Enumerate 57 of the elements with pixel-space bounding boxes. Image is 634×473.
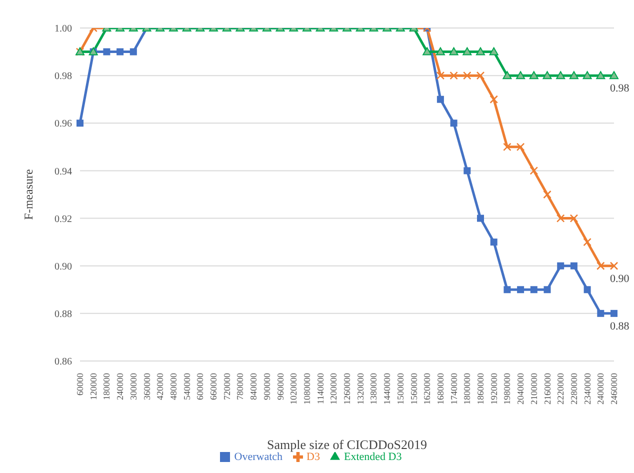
x-tick-label: 660000 xyxy=(208,372,218,400)
x-tick-label: 1020000 xyxy=(288,372,299,404)
x-tick-label: 2400000 xyxy=(596,372,606,404)
x-tick-label: 180000 xyxy=(102,372,112,400)
x-tick-label: 900000 xyxy=(262,372,272,400)
x-tick-label: 1800000 xyxy=(462,372,472,404)
x-tick-label: 1200000 xyxy=(328,372,339,404)
x-tick-label: 1920000 xyxy=(488,372,499,404)
x-tick-label: 360000 xyxy=(142,372,152,400)
x-tick-label: 1140000 xyxy=(315,372,326,404)
x-tick-label: 1740000 xyxy=(448,372,459,404)
legend-label: Overwatch xyxy=(234,451,283,463)
y-axis-title: F-measure xyxy=(21,169,36,220)
y-tick-label: 0.90 xyxy=(54,261,72,272)
x-tick-label: 300000 xyxy=(128,372,138,400)
y-tick-label: 0.96 xyxy=(54,118,72,130)
x-tick-label: 2100000 xyxy=(528,372,539,404)
data-label: 0.98 xyxy=(610,82,630,95)
x-tick-label: 1080000 xyxy=(302,372,312,404)
legend-label: Extended D3 xyxy=(344,451,402,463)
x-tick-label: 120000 xyxy=(88,372,98,400)
x-tick-label: 2160000 xyxy=(542,372,552,404)
x-tick-label: 2460000 xyxy=(609,372,619,404)
x-tick-label: 600000 xyxy=(195,372,206,400)
x-tick-label: 2340000 xyxy=(582,372,592,404)
x-tick-label: 1260000 xyxy=(342,372,352,404)
y-tick-label: 0.98 xyxy=(54,71,72,82)
legend-label: D3 xyxy=(306,451,320,463)
x-tick-label: 720000 xyxy=(222,372,232,400)
x-tick-label: 420000 xyxy=(155,372,166,400)
x-tick-label: 2220000 xyxy=(556,372,566,404)
x-tick-label: 1320000 xyxy=(355,372,366,404)
x-tick-label: 1380000 xyxy=(368,372,379,404)
x-tick-label: 60000 xyxy=(75,372,85,396)
x-tick-label: 960000 xyxy=(275,372,286,400)
y-tick-label: 0.92 xyxy=(54,214,72,225)
x-tick-label: 840000 xyxy=(248,372,259,400)
x-tick-label: 240000 xyxy=(115,372,126,400)
x-tick-label: 2040000 xyxy=(516,372,526,404)
x-tick-label: 1680000 xyxy=(435,372,446,404)
x-tick-label: 480000 xyxy=(168,372,178,400)
x-tick-label: 1560000 xyxy=(408,372,419,404)
data-label: 0.88 xyxy=(610,320,630,332)
x-tick-label: 1860000 xyxy=(476,372,486,404)
x-tick-label: 1620000 xyxy=(422,372,432,404)
y-tick-label: 0.86 xyxy=(54,356,72,368)
x-tick-label: 1980000 xyxy=(502,372,512,404)
data-label: 0.90 xyxy=(610,272,630,285)
x-tick-label: 1500000 xyxy=(395,372,406,404)
y-tick-label: 1.00 xyxy=(54,24,72,35)
y-tick-label: 0.94 xyxy=(54,166,72,178)
x-tick-label: 540000 xyxy=(182,372,192,400)
x-tick-label: 2280000 xyxy=(568,372,579,404)
x-axis-title: Sample size of CICDDoS2019 xyxy=(267,437,427,452)
x-tick-label: 1440000 xyxy=(382,372,392,404)
y-tick-label: 0.88 xyxy=(54,308,72,320)
x-tick-label: 780000 xyxy=(235,372,246,400)
